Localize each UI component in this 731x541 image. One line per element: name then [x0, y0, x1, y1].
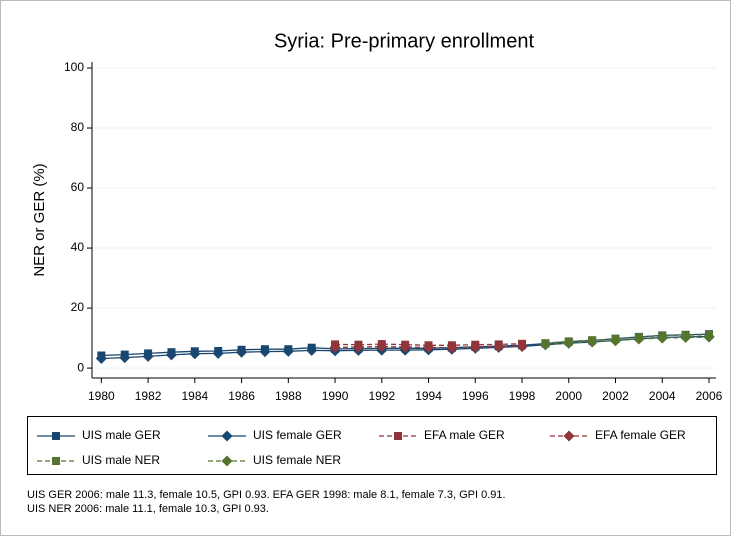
- x-tick-label: 1984: [181, 389, 208, 403]
- y-axis-label: NER or GER (%): [31, 163, 48, 276]
- point: [259, 346, 271, 358]
- point: [633, 333, 645, 345]
- point: [493, 341, 505, 353]
- x-tick-label: 1998: [509, 389, 536, 403]
- x-tick-label: 1988: [275, 389, 302, 403]
- legend-label: UIS male NER: [82, 453, 160, 467]
- point: [539, 339, 551, 351]
- y-tick-label: 100: [64, 60, 84, 74]
- point: [212, 347, 224, 359]
- note: UIS NER 2006: male 11.1, female 10.3, GP…: [27, 503, 269, 515]
- legend-marker: [221, 430, 233, 442]
- x-tick-label: 2000: [555, 389, 582, 403]
- y-tick-label: 20: [71, 300, 85, 314]
- x-tick-label: 2004: [649, 389, 676, 403]
- legend-label: EFA male GER: [424, 428, 505, 442]
- legend-label: EFA female GER: [595, 428, 686, 442]
- x-tick-label: 1980: [88, 389, 115, 403]
- x-tick-label: 2002: [602, 389, 629, 403]
- point: [329, 341, 341, 353]
- point: [165, 349, 177, 361]
- point: [306, 344, 318, 356]
- x-tick-label: 1982: [135, 389, 162, 403]
- point: [423, 341, 435, 353]
- point: [399, 341, 411, 353]
- legend-marker: [394, 432, 402, 440]
- x-tick-label: 1994: [415, 389, 442, 403]
- legend-marker: [52, 457, 60, 465]
- point: [516, 340, 528, 352]
- x-tick-label: 1996: [462, 389, 489, 403]
- legend-label: UIS female GER: [253, 428, 342, 442]
- y-tick-label: 60: [71, 180, 85, 194]
- legend-box: [27, 416, 717, 475]
- point: [610, 335, 622, 347]
- legend-marker: [563, 430, 575, 442]
- point: [376, 340, 388, 352]
- y-tick-label: 0: [77, 360, 84, 374]
- series-line: [335, 345, 523, 349]
- y-tick-label: 40: [71, 240, 85, 254]
- point: [563, 337, 575, 349]
- y-tick-label: 80: [71, 120, 85, 134]
- x-tick-label: 2006: [696, 389, 723, 403]
- point: [656, 332, 668, 344]
- point: [282, 345, 294, 357]
- point: [189, 348, 201, 360]
- point: [95, 352, 107, 364]
- x-tick-label: 1986: [228, 389, 255, 403]
- legend-marker: [52, 432, 60, 440]
- legend-label: UIS female NER: [253, 453, 341, 467]
- point: [469, 341, 481, 353]
- point: [142, 350, 154, 362]
- chart-title: Syria: Pre-primary enrollment: [274, 30, 535, 52]
- x-tick-label: 1990: [322, 389, 349, 403]
- point: [352, 341, 364, 353]
- note: UIS GER 2006: male 11.3, female 10.5, GP…: [27, 489, 506, 501]
- series-line: [335, 343, 523, 346]
- legend-marker: [221, 455, 233, 467]
- point: [586, 336, 598, 348]
- point: [446, 342, 458, 354]
- point: [236, 346, 248, 358]
- x-tick-label: 1992: [368, 389, 395, 403]
- point: [119, 352, 131, 364]
- point: [703, 331, 715, 343]
- legend-label: UIS male GER: [82, 428, 161, 442]
- point: [680, 331, 692, 343]
